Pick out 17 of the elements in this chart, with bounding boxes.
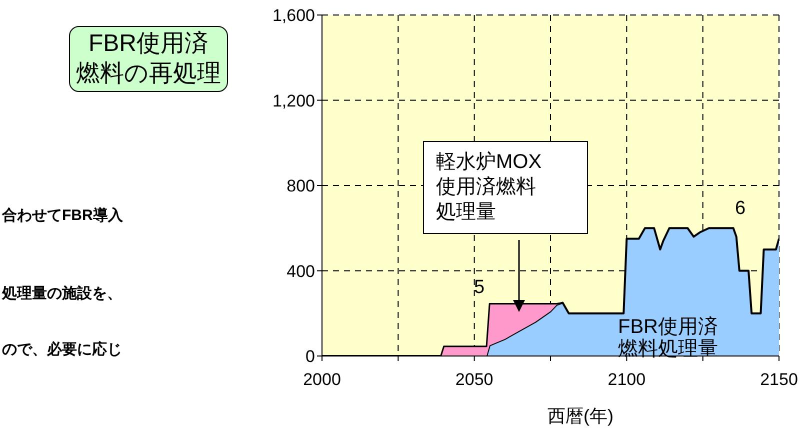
- text: 処理量の施設を、: [2, 284, 122, 303]
- text: FBR使用済燃料の再処理: [76, 29, 221, 89]
- x-axis-title: 西暦(年): [546, 405, 614, 428]
- y-tick-label: 400: [286, 262, 315, 281]
- x-tick-label: 2000: [303, 370, 341, 390]
- annotation: 5: [474, 276, 485, 300]
- text: 合わせてFBR導入: [2, 206, 123, 225]
- x-tick-label: 2100: [608, 370, 646, 390]
- annotation: 6: [735, 197, 746, 221]
- y-tick-label: 1,600: [272, 6, 315, 26]
- text: ので、必要に応じ: [2, 340, 122, 359]
- y-tick-label: 800: [286, 176, 315, 196]
- x-tick-label: 2050: [455, 370, 494, 390]
- y-tick-label: 0: [306, 347, 315, 366]
- x-tick-label: 2150: [760, 370, 798, 390]
- y-tick-label: 1,200: [272, 91, 315, 110]
- text: 軽水炉MOX使用済燃料処理量: [436, 150, 543, 225]
